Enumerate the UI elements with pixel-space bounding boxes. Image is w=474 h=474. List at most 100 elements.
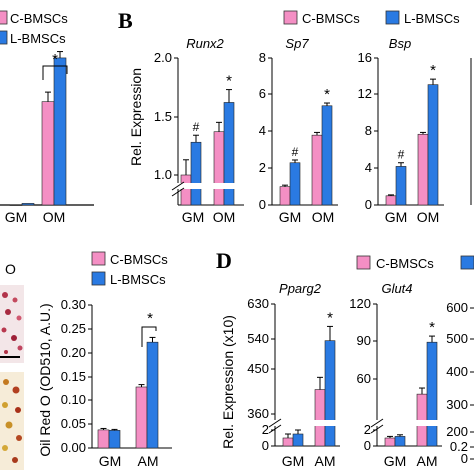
y-tick-label: 300: [446, 397, 468, 412]
legend-label-l: L-BMSCs: [10, 31, 66, 46]
bar-om-l: [427, 84, 439, 206]
y-tick-label: 1.0: [154, 167, 172, 182]
legend-label-l: L-BMSCs: [110, 272, 166, 287]
y-tick-label: 2: [262, 422, 269, 437]
x-label-pparg2-am: AM: [315, 453, 336, 469]
legend-swatch-l: [460, 255, 474, 270]
chart-sp7: #*: [279, 86, 333, 206]
bar-om-c: [311, 134, 323, 206]
panel-a: C-BMSCs L-BMSCs * GM OM: [0, 10, 94, 225]
axis-break-glut4: [373, 420, 445, 426]
legend-swatch-l: [0, 30, 8, 45]
y-tick-label: 2: [364, 422, 371, 437]
legend-swatch-c: [91, 251, 106, 266]
y-tick-label: 12: [358, 86, 372, 101]
y-tick-label: 2.0: [154, 50, 172, 65]
legend-label-c: C-BMSCs: [110, 252, 168, 267]
bar-gm-l: [292, 433, 304, 447]
y-axis-label-b: Rel. Expression: [128, 68, 144, 166]
bar-gm-l: [21, 203, 35, 206]
y-tick-label: 0.25: [61, 321, 86, 336]
y-tick-label: 0.15: [61, 369, 86, 384]
bar-gm-c: [384, 437, 396, 447]
sig-mark: *: [324, 86, 330, 103]
y-axis-label-oilredo: Oil Red O (OD510, A.U.): [37, 303, 53, 456]
bar-gm-c: [9, 204, 23, 206]
y-tick-label: 6: [259, 86, 266, 101]
legend-swatch-c: [0, 10, 8, 25]
bar-gm-l: [394, 436, 406, 447]
legend-label-c: C-BMSCs: [10, 11, 68, 26]
legend-swatch-c: [283, 10, 298, 25]
bar-gm-c: [385, 195, 397, 206]
x-label-sp7-gm: GM: [279, 209, 302, 225]
bar-gm-l: [108, 430, 121, 449]
chart-pparg2: *: [282, 309, 336, 447]
y-tick-label: 0.2: [450, 439, 468, 454]
y-tick-label: 4: [365, 160, 372, 175]
subplot-title-glut4: Glut4: [381, 281, 412, 296]
y-tick-label: 8: [259, 50, 266, 65]
y-tick-label: 120: [349, 296, 371, 311]
y-tick-label: 60: [357, 371, 371, 386]
x-label-oilredo-gm: GM: [99, 453, 122, 469]
subplot-title-pparg2: Pparg2: [279, 281, 322, 296]
y-axis-label-d: Rel. Expression (x10): [220, 315, 236, 449]
x-label-glut4-gm: GM: [384, 453, 407, 469]
y-tick-label: 0.30: [61, 297, 86, 312]
y-ticks-runx2: 1.0 1.5 2.0: [154, 50, 178, 182]
sig-star-a: *: [52, 51, 58, 68]
bar-gm-l: [289, 162, 301, 206]
subplot-glut4: Glut4 02 60 90 120 * GM AM: [349, 281, 445, 469]
x-label-glut4-am: AM: [417, 453, 438, 469]
bar-gm-c: [97, 429, 110, 449]
axis-break-pparg2: [271, 420, 343, 426]
bar-gm-c: [282, 437, 294, 447]
y-tick-label: 0.00: [61, 440, 86, 455]
bar-om-c: [41, 101, 55, 206]
x-label-sp7-om: OM: [312, 209, 335, 225]
subplot-title-bsp: Bsp: [389, 36, 411, 51]
x-label-oilredo-am: AM: [138, 453, 159, 469]
bar-om-l: [53, 57, 67, 206]
x-label-a-om: OM: [43, 209, 66, 225]
legend-swatch-l: [91, 271, 106, 286]
chart-glut4: *: [384, 319, 438, 447]
chart-runx2: #*: [180, 73, 235, 206]
legend-label-l: L-BMSCs: [404, 11, 460, 26]
legend-a: C-BMSCs L-BMSCs: [0, 10, 68, 46]
subplot-title-runx2: Runx2: [186, 36, 224, 51]
axis-break-runx2: [174, 183, 246, 189]
y-tick-label: 0.20: [61, 345, 86, 360]
bar-am-c: [314, 389, 326, 447]
bar-om-l: [223, 102, 235, 206]
legend-b: C-BMSCs L-BMSCs: [283, 10, 460, 26]
y-ticks-sp7: 0 2 4 6 8: [259, 50, 272, 212]
panel-c: O C-BMSCs L-BMSCs Oil Red O (OD510, A.U.…: [0, 251, 172, 470]
legend-label-c: C-BMSCs: [376, 256, 434, 271]
y-tick-label: 0.10: [61, 392, 86, 407]
y-tick-label: 0.05: [61, 416, 86, 431]
sig-bracket-oilredo: [141, 326, 157, 347]
y-tick-label: 540: [247, 331, 269, 346]
y-ticks-bsp: 0 4 8 12 16: [358, 50, 378, 212]
bar-am-l: [324, 340, 336, 447]
legend-swatch-l: [385, 10, 400, 25]
chart-oilredo: [97, 336, 159, 449]
panel-label-b: B: [118, 8, 133, 33]
y-tick-label: 90: [357, 333, 371, 348]
chart-bsp: #*: [385, 62, 439, 206]
y-tick-label: 2: [259, 160, 266, 175]
chart-a: [9, 51, 67, 206]
sig-mark: #: [193, 120, 200, 134]
panel-label-d: D: [216, 248, 232, 273]
y-tick-label: 360: [247, 406, 269, 421]
sig-star-oilredo: *: [147, 310, 153, 327]
x-label-a-gm: GM: [5, 209, 28, 225]
micrograph-top: [0, 285, 24, 363]
y-ticks-oilredo: 0.00 0.05 0.10 0.15 0.20 0.25 0.30: [61, 297, 92, 455]
legend-d: C-BMSCs: [356, 255, 474, 271]
